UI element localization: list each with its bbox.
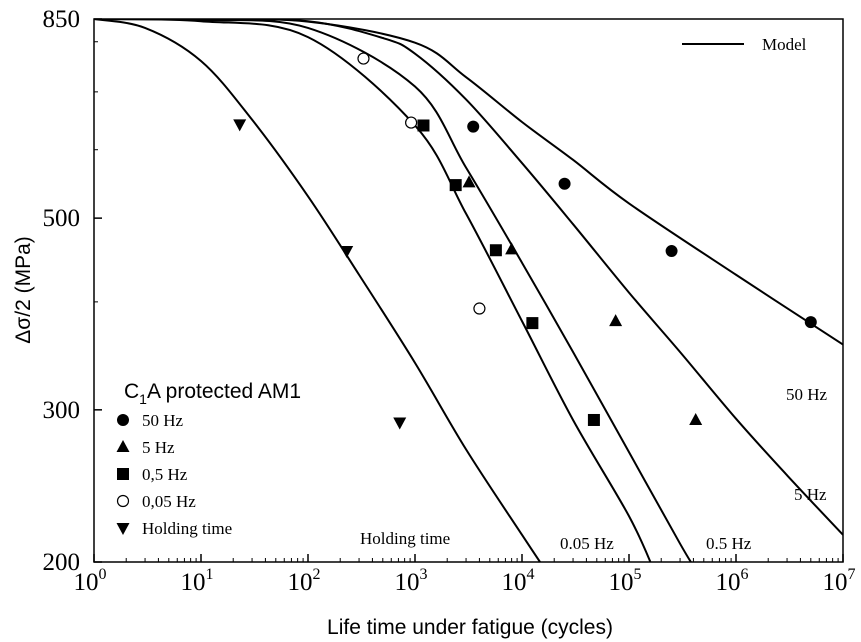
y-axis-title: Δσ/2 (MPa) <box>12 236 35 344</box>
data-point <box>467 120 480 133</box>
data-point <box>665 245 678 258</box>
data-point <box>609 314 623 327</box>
data-point <box>340 246 354 259</box>
x-tick-label: 103 <box>395 566 428 596</box>
y-tick-label: 300 <box>43 397 81 424</box>
model-curve <box>94 19 652 562</box>
x-tick-label: 104 <box>502 566 535 596</box>
curve-label: 5 Hz <box>794 485 827 504</box>
data-point <box>233 119 247 132</box>
data-point <box>393 417 407 430</box>
data-points <box>233 52 817 430</box>
curve-labels: 50 Hz 5 Hz 0.5 Hz 0.05 Hz Holding time <box>360 385 828 553</box>
data-point <box>449 179 462 192</box>
data-point <box>558 177 571 190</box>
y-tick-label: 850 <box>43 6 81 33</box>
data-point <box>804 316 817 329</box>
legend-marker <box>117 414 129 426</box>
legend-model-label: Model <box>762 35 807 54</box>
x-tick-label: 106 <box>716 566 749 596</box>
data-point <box>462 175 476 188</box>
plot-frame <box>93 18 844 563</box>
model-curve <box>94 19 843 536</box>
legend-marker <box>116 494 130 508</box>
legend-entry-label: 0,05 Hz <box>142 492 196 511</box>
y-tick-label: 500 <box>43 205 81 232</box>
data-point <box>489 244 502 257</box>
curve-label: 50 Hz <box>786 385 828 404</box>
data-point <box>357 52 370 65</box>
data-point <box>526 317 539 330</box>
legend-entry-label: 50 Hz <box>142 411 184 430</box>
x-tick-label: 100 <box>74 566 107 596</box>
curve-label: Holding time <box>360 529 450 548</box>
legend-marker <box>117 468 129 480</box>
legend-entries: 50 Hz 5 Hz 0,5 Hz 0,05 Hz Holding time <box>116 411 232 538</box>
x-tick-label: 105 <box>609 566 642 596</box>
data-point <box>473 302 486 315</box>
data-point <box>405 116 418 129</box>
x-tick-label: 107 <box>823 566 856 596</box>
data-point <box>587 413 600 426</box>
x-tick-label: 101 <box>181 566 214 596</box>
data-point <box>505 242 519 255</box>
legend-marker <box>116 440 130 452</box>
x-axis-title: Life time under fatigue (cycles) <box>327 616 613 639</box>
legend-title: C1A protected AM1 <box>124 380 301 407</box>
data-point <box>689 412 703 425</box>
y-tick-label: 200 <box>43 549 81 576</box>
legend-marker <box>116 523 130 535</box>
model-curve <box>94 19 693 562</box>
x-tick-label: 102 <box>288 566 321 596</box>
curve-label: 0.05 Hz <box>560 534 614 553</box>
legend-entry-label: Holding time <box>142 519 232 538</box>
legend-entry-label: 5 Hz <box>142 438 175 457</box>
axis-ticks: 100 101 102 103 104 105 106 107 200 300 500 850 <box>43 6 856 596</box>
data-point <box>417 119 430 132</box>
legend-entry-label: 0,5 Hz <box>142 465 188 484</box>
curve-label: 0.5 Hz <box>706 534 752 553</box>
